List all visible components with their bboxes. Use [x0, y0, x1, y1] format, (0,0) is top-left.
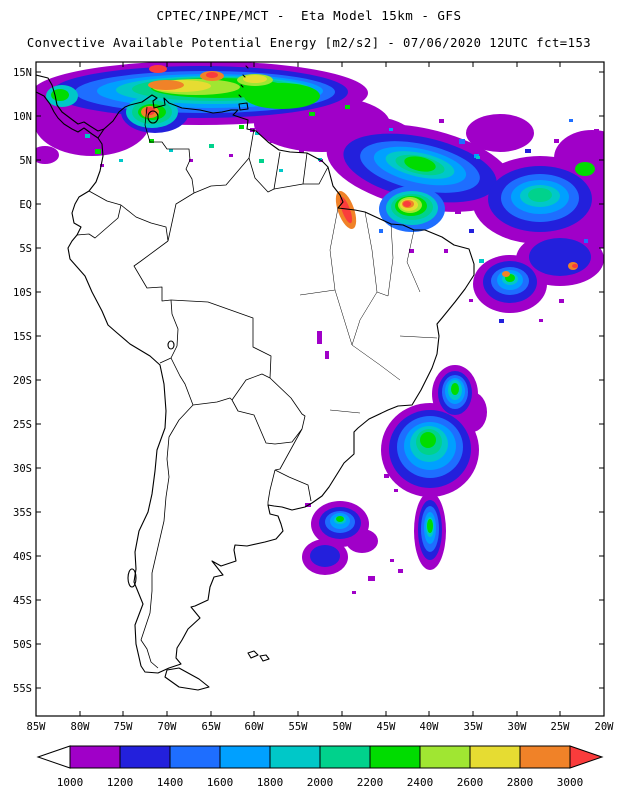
lesser-antilles	[238, 65, 249, 98]
lat-label: 10N	[13, 111, 32, 123]
lon-label: 30W	[508, 721, 528, 733]
colorbar-label: 3000	[557, 776, 584, 789]
lat-axis: 15N 10N 5N EQ 5S 10S 15S 20S 25S 30S 35S…	[13, 67, 32, 695]
lon-label: 70W	[158, 721, 178, 733]
lat-label: 15S	[13, 331, 32, 343]
lon-label: 50W	[333, 721, 353, 733]
lon-label: 25W	[551, 721, 571, 733]
lat-label: 30S	[13, 463, 32, 475]
lat-label: 15N	[13, 67, 32, 79]
lat-label: 5N	[19, 155, 32, 167]
colorbar-labels: 1000 1200 1400 1600 1800 2000 2200 2400 …	[57, 776, 584, 789]
cape-field	[36, 62, 604, 594]
colorbar-segment	[319, 745, 371, 769]
lon-label: 75W	[114, 721, 134, 733]
colorbar-label: 2000	[307, 776, 334, 789]
south-america-coastline	[67, 94, 475, 674]
colorbar-segment	[469, 745, 521, 769]
chiloe-island	[127, 568, 137, 588]
colorbar-segment	[269, 745, 321, 769]
lon-label: 85W	[27, 721, 47, 733]
colorbar-segment	[169, 745, 221, 769]
lat-label: 55S	[13, 683, 32, 695]
colorbar-label: 1000	[57, 776, 84, 789]
coastlines	[36, 65, 475, 691]
lat-label: 5S	[19, 243, 32, 255]
colorbar-label: 1200	[107, 776, 134, 789]
colorbar-segment	[369, 745, 421, 769]
lake-maracaibo	[147, 110, 159, 124]
lat-label: 45S	[13, 595, 32, 607]
lon-label: 80W	[71, 721, 91, 733]
falkland-islands	[247, 650, 270, 662]
colorbar-left-arrow	[36, 745, 71, 769]
lon-label: 55W	[289, 721, 309, 733]
lat-label: 20S	[13, 375, 32, 387]
colorbar-segment	[119, 745, 171, 769]
lat-label: 40S	[13, 551, 32, 563]
lat-label: 25S	[13, 419, 32, 431]
colorbar-segment	[219, 745, 271, 769]
colorbar-label: 2600	[457, 776, 484, 789]
lon-label: 65W	[202, 721, 222, 733]
lon-label: 45W	[377, 721, 397, 733]
colorbar-label: 1600	[207, 776, 234, 789]
state-borders	[299, 207, 438, 414]
colorbar-label: 2400	[407, 776, 434, 789]
colorbar-label: 1800	[257, 776, 284, 789]
colorbar-segment	[69, 745, 121, 769]
colorbar-segment	[419, 745, 471, 769]
trinidad-island	[238, 102, 249, 111]
lat-label: 50S	[13, 639, 32, 651]
country-borders	[76, 106, 329, 669]
lon-label: 40W	[420, 721, 440, 733]
axis-ticks	[35, 62, 605, 716]
colorbar-right-arrow	[569, 745, 604, 769]
central-america-pacific-coast	[36, 91, 99, 139]
lat-label: 35S	[13, 507, 32, 519]
lake-titicaca	[167, 340, 175, 350]
central-america-caribbean-coast	[36, 74, 105, 132]
page-title: CPTEC/INPE/MCT - Eta Model 15km - GFS	[156, 8, 462, 23]
lon-label: 20W	[595, 721, 615, 733]
lon-axis: 85W 80W 75W 70W 65W 60W 55W 50W 45W 40W …	[27, 721, 615, 733]
cape-layer-3000	[145, 65, 578, 268]
colorbar-label: 1400	[157, 776, 184, 789]
lat-label: EQ	[19, 199, 32, 211]
map-frame	[35, 61, 605, 717]
colorbar-label: 2200	[357, 776, 384, 789]
colorbar-label: 2800	[507, 776, 534, 789]
page-subtitle: Convective Available Potential Energy [m…	[26, 36, 592, 50]
lon-label: 60W	[245, 721, 265, 733]
tierra-del-fuego	[164, 667, 210, 691]
lat-label: 10S	[13, 287, 32, 299]
lon-label: 35W	[464, 721, 484, 733]
colorbar-segment	[519, 745, 571, 769]
colorbar: 1000 1200 1400 1600 1800 2000 2200 2400 …	[36, 745, 604, 789]
